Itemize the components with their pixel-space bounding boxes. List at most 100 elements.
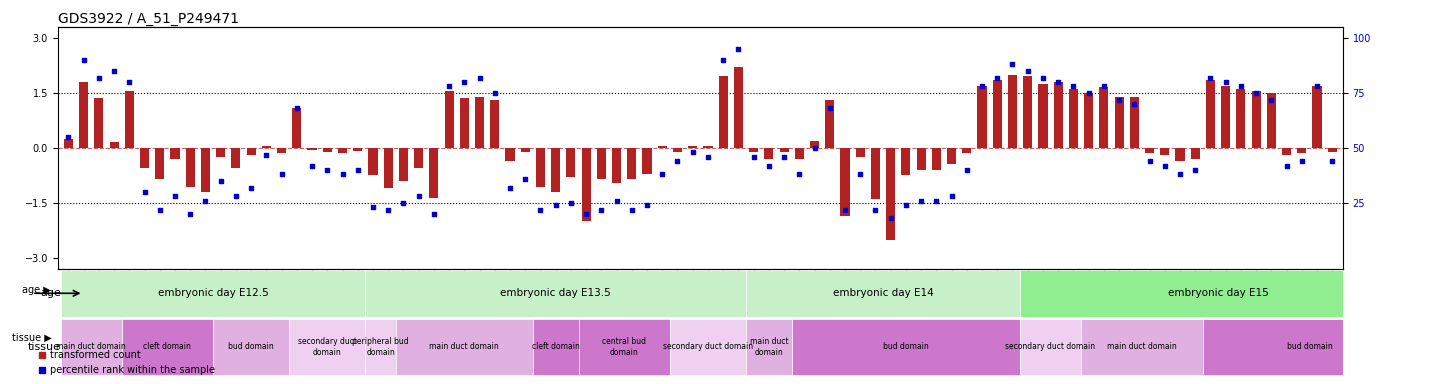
- Point: [696, 154, 719, 160]
- Point: [300, 162, 323, 169]
- Bar: [856, 148, 865, 157]
- Point: [1168, 171, 1191, 177]
- Point: [1108, 96, 1131, 103]
- Point: [1031, 74, 1054, 81]
- Point: [422, 211, 445, 217]
- Point: [635, 202, 658, 208]
- Bar: [719, 76, 728, 148]
- Bar: [917, 148, 926, 170]
- Bar: [673, 148, 682, 152]
- Text: age ▶: age ▶: [22, 285, 51, 295]
- Point: [407, 193, 430, 199]
- Point: [819, 105, 842, 111]
- FancyBboxPatch shape: [365, 270, 747, 316]
- Text: bud domain: bud domain: [1287, 343, 1333, 351]
- Text: embryonic day E12.5: embryonic day E12.5: [157, 288, 269, 298]
- Bar: [643, 148, 651, 174]
- Point: [726, 46, 749, 52]
- Bar: [657, 146, 667, 148]
- Point: [468, 74, 491, 81]
- Point: [1017, 68, 1040, 74]
- Point: [970, 83, 993, 89]
- Bar: [689, 146, 697, 148]
- FancyBboxPatch shape: [61, 270, 365, 316]
- Point: [589, 207, 612, 213]
- FancyBboxPatch shape: [791, 319, 1019, 375]
- Bar: [322, 148, 332, 152]
- Text: main duct domain: main duct domain: [1108, 343, 1177, 351]
- Point: [347, 167, 370, 173]
- Point: [1259, 96, 1282, 103]
- Bar: [1008, 74, 1017, 148]
- Point: [575, 211, 598, 217]
- Bar: [536, 148, 544, 187]
- Text: embryonic day E14: embryonic day E14: [833, 288, 933, 298]
- Point: [529, 207, 552, 213]
- Bar: [505, 148, 514, 161]
- Point: [1061, 83, 1084, 89]
- Bar: [1038, 84, 1047, 148]
- Point: [1138, 158, 1161, 164]
- Bar: [1266, 93, 1276, 148]
- Point: [149, 207, 172, 213]
- Point: [742, 154, 765, 160]
- Point: [193, 198, 217, 204]
- FancyBboxPatch shape: [121, 319, 214, 375]
- Bar: [414, 148, 423, 168]
- FancyBboxPatch shape: [533, 319, 579, 375]
- Bar: [384, 148, 393, 188]
- Point: [56, 134, 79, 140]
- Bar: [155, 148, 165, 179]
- Bar: [79, 82, 88, 148]
- Point: [1092, 83, 1115, 89]
- Point: [118, 79, 142, 85]
- Point: [87, 74, 110, 81]
- Bar: [247, 148, 256, 155]
- Text: cleft domain: cleft domain: [531, 343, 579, 351]
- Point: [179, 211, 202, 217]
- Text: tissue: tissue: [27, 342, 61, 352]
- Bar: [734, 67, 744, 148]
- Text: main duct
domain: main duct domain: [749, 337, 788, 357]
- Text: embryonic day E15: embryonic day E15: [1168, 288, 1268, 298]
- Point: [1245, 90, 1268, 96]
- Bar: [887, 148, 895, 240]
- Text: secondary duct domain: secondary duct domain: [663, 343, 752, 351]
- Bar: [217, 148, 225, 157]
- Point: [270, 171, 293, 177]
- Point: [514, 176, 537, 182]
- Bar: [277, 148, 286, 154]
- Point: [712, 57, 735, 63]
- Point: [438, 83, 461, 89]
- Bar: [170, 148, 179, 159]
- Point: [316, 167, 339, 173]
- Point: [894, 202, 917, 208]
- Point: [391, 200, 414, 206]
- Bar: [1069, 89, 1079, 148]
- FancyBboxPatch shape: [365, 319, 396, 375]
- Text: cleft domain: cleft domain: [143, 343, 192, 351]
- Bar: [1282, 148, 1291, 155]
- Bar: [354, 148, 362, 151]
- Bar: [490, 100, 500, 148]
- Point: [682, 149, 705, 156]
- Bar: [780, 148, 788, 152]
- Bar: [140, 148, 149, 168]
- FancyBboxPatch shape: [747, 270, 1019, 316]
- Bar: [931, 148, 941, 170]
- Point: [621, 207, 644, 213]
- Bar: [292, 108, 302, 148]
- Text: embryonic day E13.5: embryonic day E13.5: [500, 288, 611, 298]
- Bar: [429, 148, 439, 197]
- Point: [286, 105, 309, 111]
- Bar: [764, 148, 774, 159]
- Text: bud domain: bud domain: [884, 343, 928, 351]
- Legend: transformed count, percentile rank within the sample: transformed count, percentile rank withi…: [33, 346, 219, 379]
- FancyBboxPatch shape: [289, 319, 365, 375]
- Bar: [231, 148, 241, 168]
- Bar: [94, 98, 104, 148]
- FancyBboxPatch shape: [747, 319, 791, 375]
- Point: [72, 57, 95, 63]
- Bar: [992, 80, 1002, 148]
- Text: bud domain: bud domain: [228, 343, 274, 351]
